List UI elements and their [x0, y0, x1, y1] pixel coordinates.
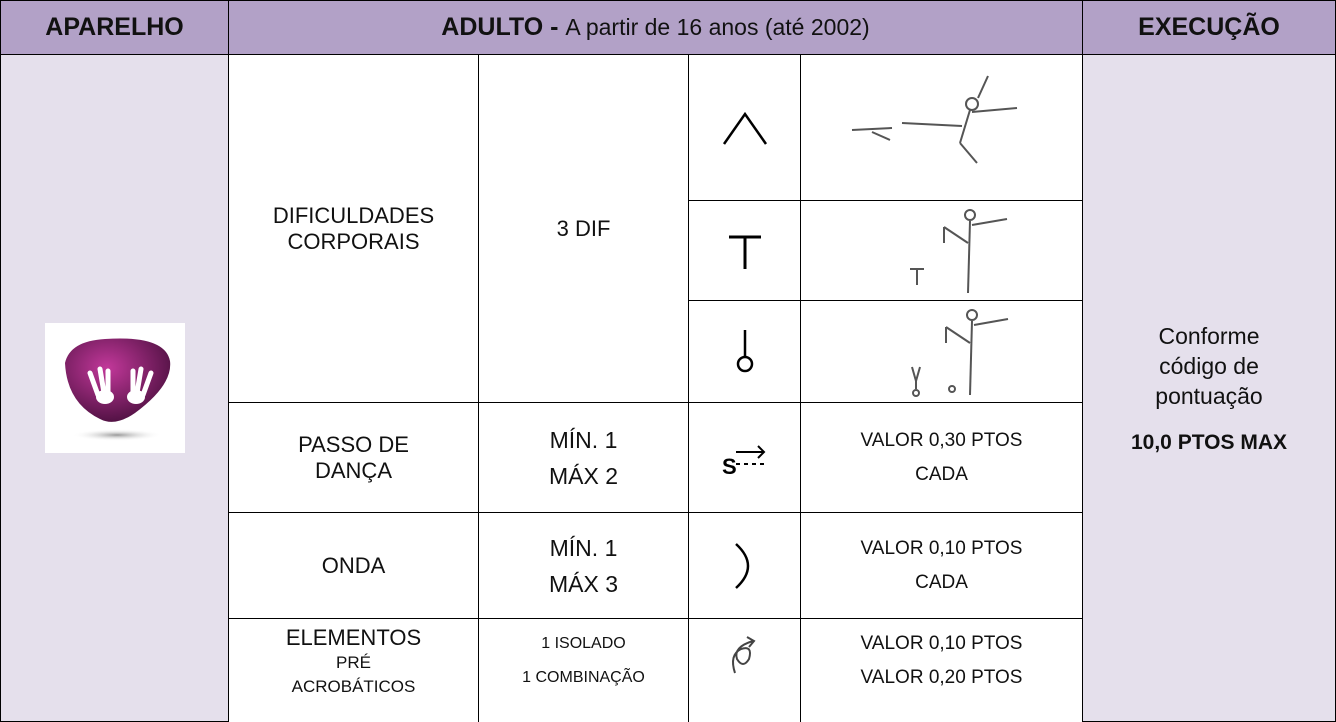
figure [851, 75, 1017, 164]
execution-max: 10,0 PTOS MAX [1130, 431, 1287, 454]
svg-text:S: S [722, 454, 737, 478]
header-apparatus: APARELHO [0, 0, 229, 55]
value-text: VALOR 0,30 PTOS [860, 429, 1023, 451]
quantity-cell: 1 ISOLADO 1 COMBINAÇÃO [478, 618, 689, 722]
quantity-cell: MÍN. 1 MÁX 3 [478, 512, 689, 619]
quantity-text: MÁX 2 [548, 462, 619, 489]
element-cell: ONDA [228, 512, 479, 619]
header-category: ADULTO - A partir de 16 anos (até 2002) [228, 0, 1083, 55]
element-cell: DIFICULDADES CORPORAIS [228, 54, 479, 403]
execution-cell: Conforme código de pontuação 10,0 PTOS MA… [1082, 54, 1336, 722]
header-text: A partir de 16 anos (até 2002) [565, 14, 870, 40]
symbol-cell [688, 54, 801, 201]
symbol-cell [688, 618, 801, 722]
quantity-text: 3 DIF [556, 215, 611, 241]
symbol [731, 636, 756, 674]
symbol [728, 235, 761, 269]
quantity-cell: 3 DIF [478, 54, 689, 403]
symbol-cell [688, 512, 801, 619]
execution-text: Conforme código de pontuação [1155, 323, 1263, 409]
value-text: VALOR 0,10 PTOS [860, 537, 1023, 559]
value-text: CADA [915, 571, 968, 593]
figure [909, 208, 1007, 293]
element-cell: ELEMENTOS PRÉ ACROBÁTICOS [228, 618, 479, 722]
apparatus-cell [0, 54, 229, 722]
element-text: ONDA [321, 552, 386, 578]
figure-cell [800, 200, 1083, 301]
quantity-text: 1 ISOLADO [541, 635, 626, 652]
value-text: VALOR 0,20 PTOS [860, 667, 1023, 688]
value-cell: VALOR 0,30 PTOS CADA [800, 402, 1083, 513]
element-cell: PASSO DE DANÇA [228, 402, 479, 513]
value-text: VALOR 0,10 PTOS [860, 633, 1023, 654]
symbol-cell: S [688, 402, 801, 513]
quantity-text: 1 COMBINAÇÃO [522, 669, 645, 686]
symbol-cell [688, 300, 801, 403]
quantity-text: MÍN. 1 [549, 426, 618, 453]
figure-cell [800, 300, 1083, 403]
figure [910, 308, 1008, 397]
quantity-text: MÁX 3 [548, 570, 619, 597]
header-text: APARELHO [45, 13, 184, 41]
symbol: S [722, 444, 766, 478]
symbol-cell [688, 200, 801, 301]
header-execution: EXECUÇÃO [1082, 0, 1336, 55]
symbol [736, 329, 753, 372]
element-subtext: PRÉ ACROBÁTICOS [291, 653, 416, 696]
element-text: PASSO DE DANÇA [298, 431, 409, 483]
header-text: ADULTO - [441, 13, 559, 41]
figure-cell [800, 54, 1083, 201]
header-text: EXECUÇÃO [1138, 13, 1280, 41]
element-text: ELEMENTOS [285, 625, 422, 650]
quantity-cell: MÍN. 1 MÁX 2 [478, 402, 689, 513]
value-cell: VALOR 0,10 PTOS VALOR 0,20 PTOS [800, 618, 1083, 722]
symbol [722, 111, 767, 145]
symbol [734, 542, 749, 589]
quantity-text: MÍN. 1 [549, 534, 618, 561]
element-text: DIFICULDADES CORPORAIS [272, 202, 435, 254]
value-cell: VALOR 0,10 PTOS CADA [800, 512, 1083, 619]
apparatus-icon [44, 323, 185, 453]
value-text: CADA [915, 463, 968, 485]
